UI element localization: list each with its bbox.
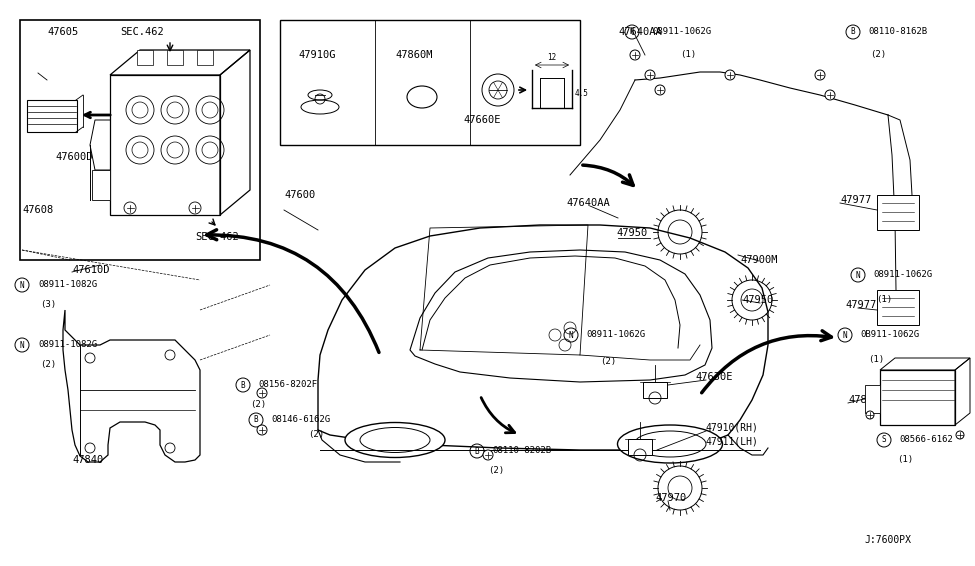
Text: 08911-1082G: 08911-1082G (38, 340, 98, 349)
Bar (167, 50, 183, 65)
Text: (2): (2) (308, 430, 324, 439)
Text: 08911-1062G: 08911-1062G (873, 270, 932, 279)
Text: 47610D: 47610D (72, 265, 109, 275)
FancyBboxPatch shape (877, 290, 919, 325)
Text: N: N (856, 271, 860, 280)
Text: 47860M: 47860M (395, 50, 433, 60)
Text: 47630E: 47630E (695, 372, 732, 382)
Circle shape (257, 425, 267, 435)
Text: 08911-1082G: 08911-1082G (38, 280, 98, 289)
Text: 47911(LH): 47911(LH) (706, 437, 759, 447)
Text: N: N (630, 28, 635, 36)
Bar (628, 439, 652, 455)
Circle shape (956, 431, 964, 439)
Circle shape (630, 50, 640, 60)
FancyBboxPatch shape (880, 370, 955, 425)
Circle shape (655, 85, 665, 95)
Bar (92, 170, 110, 200)
Text: B: B (475, 447, 480, 456)
Text: 47640AA: 47640AA (566, 198, 609, 208)
Bar (197, 50, 213, 65)
Text: 47660E: 47660E (463, 115, 500, 125)
Bar (20, 20, 260, 260)
Text: 47850: 47850 (848, 395, 879, 405)
Text: N: N (20, 341, 24, 349)
Text: 47900M: 47900M (740, 255, 777, 265)
Text: B: B (254, 415, 258, 424)
Text: 47950: 47950 (616, 228, 647, 238)
Text: 47910(RH): 47910(RH) (706, 423, 759, 433)
Text: 08110-8202B: 08110-8202B (492, 446, 551, 455)
Text: B: B (850, 28, 855, 36)
Circle shape (483, 450, 493, 460)
Text: 08146-6162G: 08146-6162G (271, 415, 331, 424)
Text: 12: 12 (547, 53, 557, 62)
Text: (2): (2) (870, 50, 886, 59)
Text: 47608: 47608 (22, 205, 54, 215)
Ellipse shape (617, 425, 722, 463)
Text: N: N (842, 331, 847, 340)
Circle shape (825, 90, 835, 100)
Text: 47600D: 47600D (55, 152, 93, 162)
Text: N: N (568, 331, 573, 340)
Text: 0B911-1062G: 0B911-1062G (860, 330, 919, 339)
Text: 4.5: 4.5 (575, 88, 589, 97)
FancyBboxPatch shape (877, 195, 919, 230)
Text: 47970: 47970 (655, 493, 686, 503)
Text: (2): (2) (488, 466, 504, 475)
Text: 47977: 47977 (840, 195, 872, 205)
Text: 47640AA: 47640AA (618, 27, 662, 37)
Text: 08911-1062G: 08911-1062G (586, 330, 645, 339)
Text: S: S (881, 435, 886, 444)
Text: 47605: 47605 (47, 27, 78, 37)
Circle shape (866, 411, 874, 419)
Text: 08566-6162: 08566-6162 (899, 435, 953, 444)
Bar (27, 100, 77, 132)
Circle shape (257, 388, 267, 398)
Text: (3): (3) (40, 300, 57, 309)
Circle shape (815, 70, 825, 80)
Text: (1): (1) (897, 455, 914, 464)
Text: SEC.462: SEC.462 (120, 27, 164, 37)
Text: N: N (20, 281, 24, 289)
Circle shape (645, 70, 655, 80)
Bar (643, 382, 667, 398)
Ellipse shape (345, 422, 445, 457)
Text: 47840: 47840 (72, 455, 103, 465)
Text: 08911-1062G: 08911-1062G (652, 27, 711, 36)
Text: B: B (241, 380, 246, 389)
Text: 08156-8202F: 08156-8202F (258, 380, 317, 389)
Text: SEC.462: SEC.462 (195, 232, 239, 242)
Text: J:7600PX: J:7600PX (864, 535, 911, 545)
Bar (110, 75, 220, 215)
Text: 08110-8162B: 08110-8162B (868, 27, 927, 36)
Text: (1): (1) (876, 295, 892, 304)
Text: 47977: 47977 (845, 300, 877, 310)
Text: (1): (1) (868, 355, 884, 364)
Bar (280, 20, 580, 145)
Text: (2): (2) (40, 360, 57, 369)
Text: (2): (2) (600, 357, 616, 366)
Circle shape (725, 70, 735, 80)
Bar (137, 50, 153, 65)
Text: (2): (2) (250, 400, 266, 409)
Text: 47910G: 47910G (298, 50, 335, 60)
Bar (865, 385, 880, 413)
Text: (1): (1) (680, 50, 696, 59)
Text: 47950: 47950 (742, 295, 773, 305)
Text: 47600: 47600 (284, 190, 315, 200)
